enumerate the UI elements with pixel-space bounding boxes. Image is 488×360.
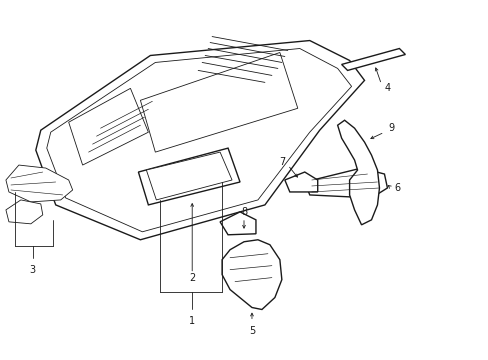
Polygon shape: [140, 53, 297, 152]
Polygon shape: [47, 49, 351, 232]
Text: 9: 9: [387, 123, 394, 133]
Polygon shape: [220, 212, 255, 235]
Text: 8: 8: [241, 207, 246, 217]
Polygon shape: [6, 200, 42, 224]
Text: 5: 5: [248, 327, 255, 336]
Polygon shape: [285, 172, 317, 192]
Text: 7: 7: [278, 157, 285, 167]
Polygon shape: [341, 49, 405, 71]
Polygon shape: [222, 240, 281, 310]
Text: 4: 4: [384, 84, 390, 93]
Text: 2: 2: [189, 273, 195, 283]
Text: 3: 3: [30, 265, 36, 275]
Text: 1: 1: [189, 316, 195, 327]
Polygon shape: [337, 120, 379, 225]
Polygon shape: [304, 168, 386, 198]
Polygon shape: [68, 88, 148, 165]
Polygon shape: [6, 165, 73, 202]
Polygon shape: [146, 152, 232, 200]
Polygon shape: [36, 41, 364, 240]
Polygon shape: [138, 148, 240, 205]
Text: 6: 6: [393, 183, 400, 193]
